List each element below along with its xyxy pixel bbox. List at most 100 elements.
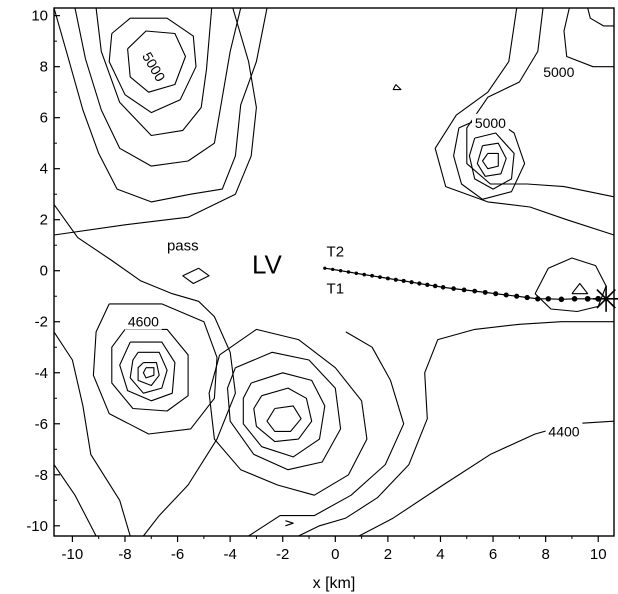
- trajectory-point: [346, 270, 351, 274]
- contour-line-35: [285, 520, 294, 527]
- x-tick-label: -10: [62, 546, 84, 563]
- annotation-bg: [324, 281, 346, 298]
- trajectory-point: [378, 275, 382, 280]
- x-tick-label: -8: [118, 546, 131, 563]
- start-marker: [593, 285, 618, 312]
- x-tick-label: -4: [223, 546, 236, 563]
- trajectory-point: [393, 277, 398, 282]
- contour-line-24: [434, 7, 615, 236]
- contour-label-bg: [124, 312, 162, 330]
- y-tick-label: 0: [40, 263, 48, 280]
- trajectory-point: [535, 296, 541, 302]
- trajectory-point: [503, 292, 509, 298]
- annotation-t2: T2: [327, 244, 345, 261]
- trajectory-point: [432, 283, 438, 289]
- trajectory-point: [584, 295, 591, 302]
- contour-line-11: [137, 362, 160, 387]
- trajectory-point: [425, 282, 430, 287]
- contour-label-group: 4600: [124, 312, 162, 330]
- trajectory-point: [493, 291, 499, 297]
- trajectory-point: [440, 285, 446, 290]
- x-tick-label: -6: [171, 546, 184, 563]
- x-tick-label: 10: [590, 546, 607, 563]
- trajectory-point: [524, 294, 530, 301]
- contour-label: 5000: [475, 115, 506, 131]
- trajectory-point: [323, 266, 327, 270]
- y-axis: 10 8 6 4 2 0 -2 -4 -6 -8 -10: [26, 8, 60, 535]
- annotations: pass LV T2 T1: [163, 237, 346, 298]
- x-tick-label: 2: [384, 546, 392, 563]
- contour-line-21: [248, 331, 405, 537]
- star-marker-ray: [596, 289, 616, 309]
- y-tick-label: -2: [35, 314, 48, 331]
- contour-label-group: 5000: [540, 62, 578, 80]
- y-tick-label: 8: [40, 59, 48, 76]
- trajectory-point: [545, 296, 552, 302]
- contour-line-13: [208, 328, 368, 496]
- contour-line-5: [53, 204, 236, 537]
- contour-line-19: [53, 331, 131, 537]
- x-tick-label: -2: [276, 546, 289, 563]
- trajectory-point: [514, 293, 520, 299]
- x-tick-label: 0: [331, 546, 339, 563]
- y-tick-label: 2: [40, 212, 48, 229]
- contour-line-1: [74, 7, 242, 167]
- trajectory-point: [451, 286, 456, 291]
- annotation-pass: pass: [167, 237, 199, 254]
- annotation-bg: [163, 238, 203, 255]
- trajectory-point: [409, 280, 414, 285]
- trajectory-point: [401, 278, 406, 283]
- contour-line-29: [468, 132, 515, 190]
- y-tick-label: -4: [35, 365, 48, 382]
- y-tick-label: -8: [35, 467, 48, 484]
- contour-line-25: [466, 7, 615, 198]
- contour-line-18: [53, 7, 257, 236]
- contour-label-bg: [137, 46, 171, 87]
- y-tick-label: 6: [40, 110, 48, 127]
- contour-line-8: [111, 328, 189, 412]
- trajectory-point: [571, 295, 578, 302]
- contour-line-2: [95, 7, 213, 137]
- contour-line-27: [587, 7, 614, 27]
- trajectory: [323, 266, 602, 303]
- trajectory-point: [331, 267, 335, 272]
- contour-label: 5000: [543, 64, 574, 80]
- trajectory-point: [370, 273, 374, 278]
- annotation-bg: [247, 253, 286, 280]
- contour-label-group: 5000: [472, 113, 509, 131]
- contour-label: 4400: [548, 423, 579, 439]
- contour-line-20: [53, 464, 97, 537]
- contour-line-26: [563, 7, 614, 68]
- contour-label-bg: [545, 422, 583, 440]
- contour-lines: [53, 7, 615, 537]
- contour-line-9: [119, 341, 176, 402]
- contour-label-bg: [540, 62, 578, 80]
- y-tick-label: -6: [35, 416, 48, 433]
- trajectory-point: [461, 287, 467, 293]
- annotation-bg: [324, 244, 346, 261]
- x-tick-label: 6: [489, 546, 497, 563]
- contour-line-14: [226, 351, 342, 471]
- annotation-t1: T1: [327, 281, 345, 298]
- trajectory-point: [385, 276, 390, 281]
- y-tick-label: 10: [31, 8, 48, 25]
- contour-line-4: [127, 30, 187, 93]
- contour-line-10: [129, 351, 168, 394]
- trajectory-point: [362, 272, 367, 277]
- contour-line-16: [253, 387, 313, 443]
- annotation-lv: LV: [252, 249, 283, 279]
- contour-line-34: [392, 84, 402, 91]
- plot-frame: [53, 7, 615, 537]
- contour-line-0: [53, 7, 268, 203]
- contour-line-32: [534, 257, 607, 313]
- contour-line-33: [571, 282, 589, 295]
- y-tick-label: 4: [40, 161, 48, 178]
- contour-line-6: [182, 267, 210, 285]
- y-tick-label: -10: [26, 518, 48, 535]
- trajectory-point: [482, 289, 488, 295]
- contour-line-3: [108, 17, 197, 114]
- contour-line-22: [298, 321, 614, 537]
- contour-line-7: [92, 303, 218, 435]
- x-tick-label: 4: [436, 546, 444, 563]
